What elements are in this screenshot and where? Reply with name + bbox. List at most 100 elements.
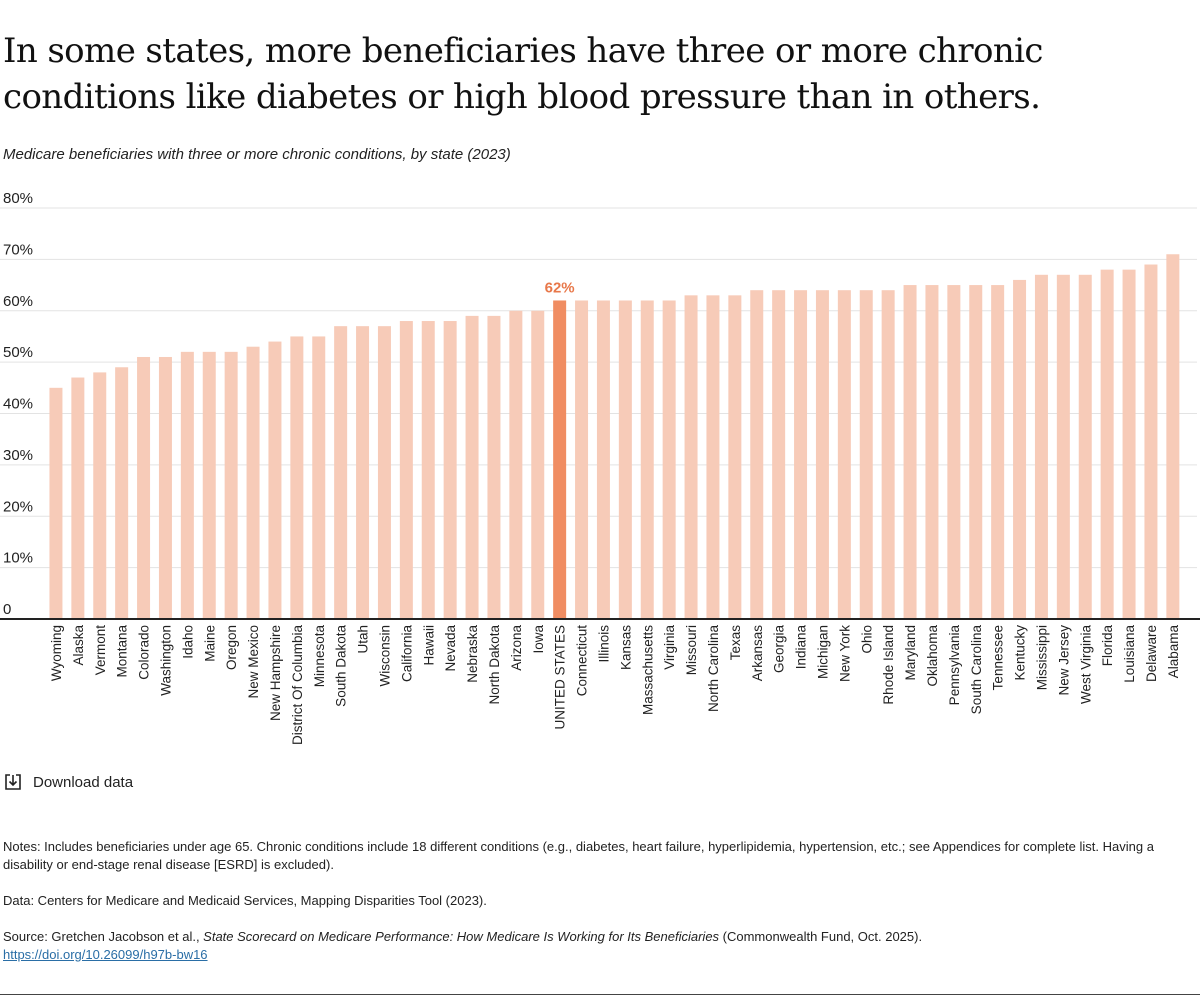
x-tick-label: Indiana [794,625,809,670]
bar [837,290,851,619]
source-link[interactable]: https://doi.org/10.26099/h97b-bw16 [3,947,208,962]
x-tick-label: UNITED STATES [553,625,568,730]
x-tick-label: California [399,625,414,683]
x-tick-label: Florida [1100,625,1115,667]
y-tick-label: 80% [3,190,33,207]
x-tick-label: Pennsylvania [947,625,962,706]
x-tick-label: Arizona [509,625,524,671]
notes-section: Notes: Includes beneficiaries under age … [3,838,1193,982]
source-suffix: (Commonwealth Fund, Oct. 2025). [719,929,923,944]
bar [618,300,632,619]
bar [115,367,129,619]
bar [969,285,983,619]
bar [443,321,457,619]
x-tick-label: Georgia [772,625,787,674]
bar [290,336,304,619]
x-tick-label: Colorado [137,625,152,680]
bar [246,346,260,619]
x-tick-label: West Virginia [1078,625,1093,705]
x-tick-label: Wyoming [49,625,64,681]
x-tick-label: Missouri [684,625,699,675]
x-tick-label: New Mexico [246,625,261,699]
bar [312,336,326,619]
y-tick-label: 0 [3,601,11,618]
bar-chart: 0 10% 20% 30% 40% 50% 60% 70% 80% Wyoming Alaska Ve… [0,190,1200,746]
x-tick-label: Massachusetts [640,625,655,715]
bar [49,387,63,619]
bar [202,351,216,619]
download-icon [5,774,21,790]
bar [1122,269,1136,619]
x-tick-label: Kentucky [1013,625,1028,681]
x-tick-label: Delaware [1144,625,1159,682]
bar [1100,269,1114,619]
x-tick-label: Connecticut [575,625,590,697]
x-tick-label: Maryland [903,625,918,681]
x-tick-label: Idaho [180,625,195,659]
bar [1078,274,1092,619]
bar [1034,274,1048,619]
bar [553,300,567,619]
bar [1013,279,1027,619]
bar [377,326,391,619]
bar [750,290,764,619]
x-tick-label: Montana [115,625,130,678]
bar [1144,264,1158,619]
x-tick-label: Mississippi [1034,625,1049,690]
bar [859,290,873,619]
y-tick-label: 40% [3,396,33,413]
x-tick-label: Vermont [93,625,108,676]
x-tick-label: Washington [158,625,173,696]
y-tick-label: 30% [3,447,33,464]
x-tick-label: Michigan [815,625,830,679]
bar [728,295,742,619]
x-tick-label: Oklahoma [925,625,940,687]
x-tick-label: Alaska [71,625,86,666]
x-tick-label: New York [837,625,852,682]
chart-title: In some states, more beneficiaries have … [3,31,1043,117]
bar [180,351,194,619]
bar [881,290,895,619]
x-tick-label: Nevada [443,625,458,672]
bar [509,310,523,619]
x-tick-label: Oregon [224,625,239,670]
y-tick-label: 50% [3,344,33,361]
bar [706,295,720,619]
bar [947,285,961,619]
notes-text: Notes: Includes beneficiaries under age … [3,839,1154,872]
x-tick-label: Louisiana [1122,625,1137,683]
bar [684,295,698,619]
x-tick-label: District Of Columbia [290,625,305,746]
bar [268,341,282,619]
x-tick-label: Virginia [662,625,677,670]
x-tick-label: Alabama [1166,625,1181,679]
x-tick-label: Texas [728,625,743,661]
download-data-button[interactable]: Download data [3,772,133,792]
bar [531,310,545,619]
bar [815,290,829,619]
x-tick-label: New Jersey [1056,625,1071,696]
x-tick-label: Minnesota [312,625,327,688]
bar [334,326,348,619]
bar [71,377,85,619]
x-tick-label: South Dakota [334,625,349,707]
bar [137,356,151,619]
bar [1056,274,1070,619]
bar [640,300,654,619]
bar [356,326,370,619]
bottom-divider [0,994,1200,995]
bar [465,315,479,619]
bar [596,300,610,619]
x-tick-label: Rhode Island [881,625,896,705]
x-tick-label: South Carolina [969,625,984,715]
x-tick-label: Kansas [618,625,633,670]
bar [575,300,589,619]
data-text: Data: Centers for Medicare and Medicaid … [3,893,487,908]
x-tick-label: Utah [356,625,371,654]
bar [421,321,435,619]
x-tick-label: North Dakota [487,625,502,705]
data-label: 62% [545,279,575,296]
download-label: Download data [33,773,134,791]
x-tick-label: Illinois [596,625,611,663]
bar [925,285,939,619]
